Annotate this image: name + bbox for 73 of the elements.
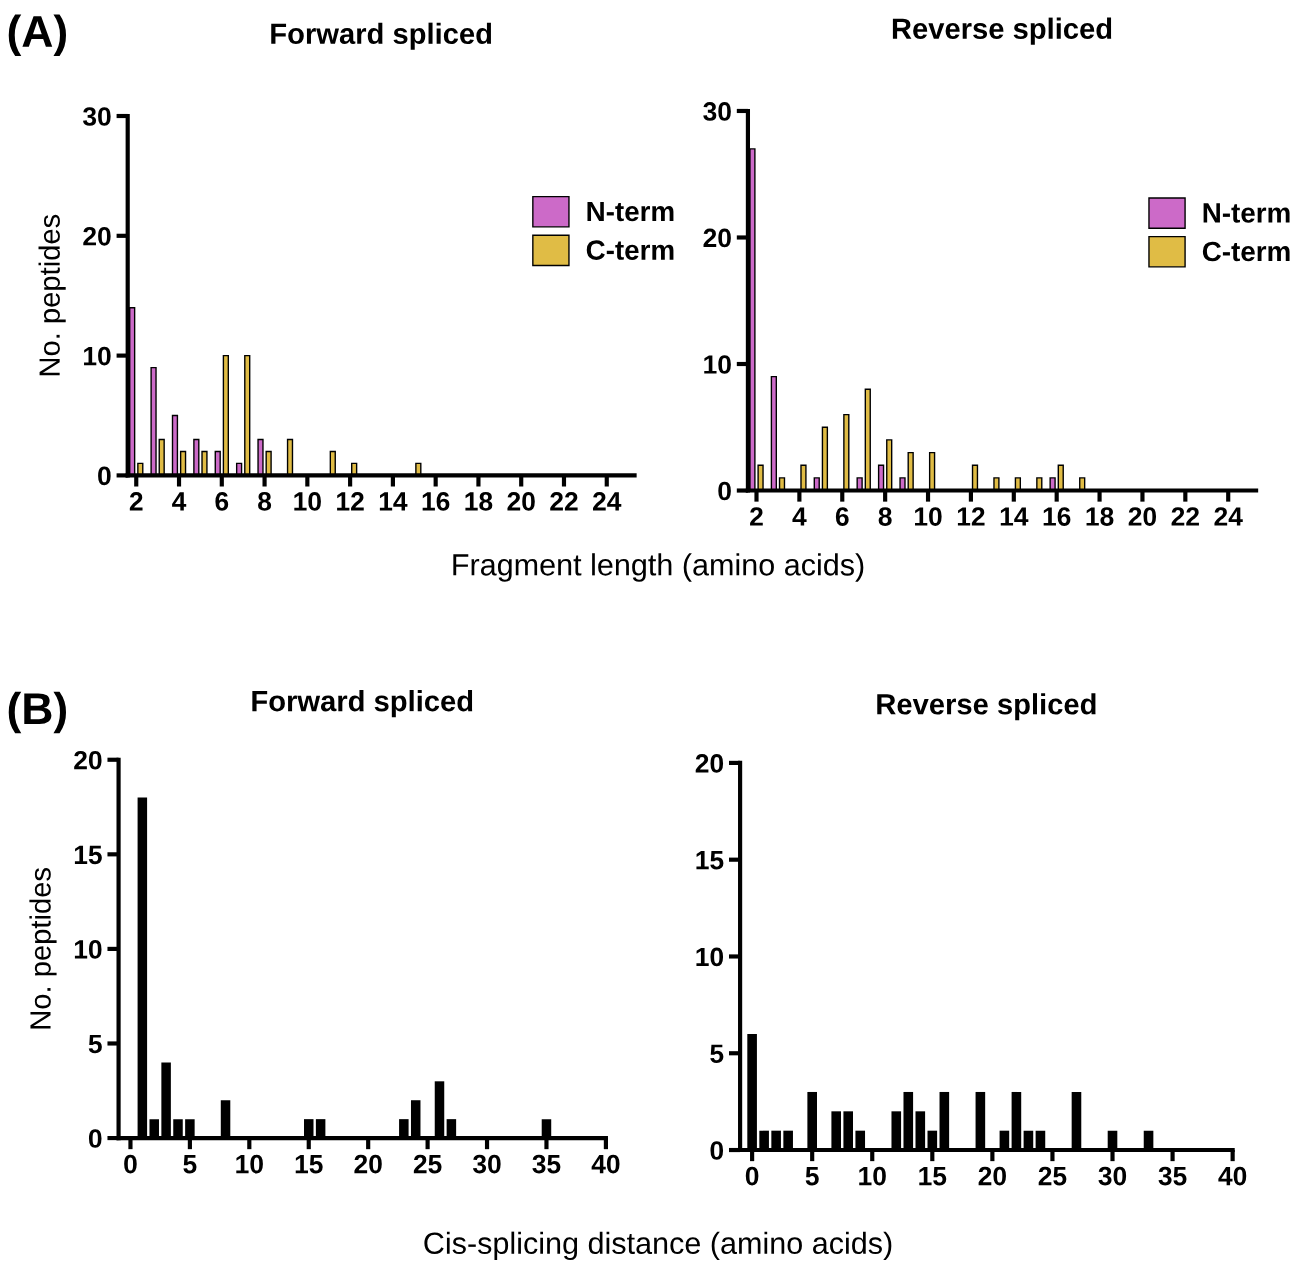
x-tick-label: 18	[465, 492, 493, 511]
x-tick-label: 35	[532, 1154, 561, 1174]
y-tick-label: 5	[88, 1034, 102, 1054]
x-tick-label: 5	[183, 1154, 197, 1174]
y-axis-title: No. peptides	[38, 214, 66, 376]
y-tick-label: 0	[710, 1141, 724, 1160]
x-tick-label: 35	[1158, 1166, 1187, 1186]
y-tick-label: 10	[74, 940, 102, 959]
x-tick-label: 10	[294, 492, 321, 511]
x-tick-label: 40	[1218, 1166, 1247, 1186]
x-tick-label: 10	[915, 507, 942, 526]
x-tick-label: 22	[1171, 507, 1199, 526]
y-tick-label: 20	[695, 754, 724, 773]
x-tick-label: 15	[295, 1154, 323, 1174]
x-tick-label: 25	[1038, 1166, 1067, 1186]
x-tick-label: 20	[354, 1154, 382, 1174]
x-tick-label: 20	[507, 492, 535, 511]
x-tick-label: 12	[957, 507, 985, 526]
legend-label: N-term	[587, 201, 674, 222]
y-tick-label: 10	[84, 346, 111, 366]
y-tick-label: 20	[74, 750, 102, 770]
x-tick-label: 10	[236, 1154, 263, 1174]
y-axis-title: No. peptides	[29, 868, 57, 1029]
y-tick-label: 0	[98, 466, 111, 486]
x-tick-label: 6	[215, 492, 229, 511]
x-tick-label: 25	[413, 1154, 442, 1174]
y-tick-label: 10	[704, 355, 731, 374]
x-tick-label: 2	[750, 507, 763, 526]
y-tick-label: 15	[74, 845, 102, 865]
y-tick-label: 0	[88, 1129, 102, 1148]
chart-title: Reverse spliced	[877, 693, 1096, 721]
x-tick-label: 0	[124, 1154, 137, 1174]
x-tick-label: 16	[422, 492, 450, 511]
x-tick-label: 0	[745, 1166, 759, 1186]
text: (B)	[8, 691, 66, 734]
y-tick-label: 10	[696, 947, 724, 967]
text: Cis-splicing distance (amino acids)	[424, 1231, 892, 1261]
x-tick-label: 14	[1000, 507, 1029, 526]
legend-label: N-term	[1203, 203, 1290, 223]
chart-title: Forward spliced	[252, 690, 473, 718]
x-tick-label: 18	[1086, 507, 1114, 526]
x-tick-label: 22	[550, 492, 578, 511]
chart-title: Forward spliced	[271, 22, 492, 50]
y-tick-label: 20	[83, 226, 111, 246]
y-tick-label: 30	[82, 107, 111, 126]
x-tick-label: 4	[172, 492, 187, 511]
x-tick-label: 2	[129, 492, 143, 511]
x-tick-label: 4	[792, 507, 807, 526]
x-tick-label: 10	[859, 1166, 886, 1186]
y-tick-label: 5	[710, 1044, 724, 1064]
x-tick-label: 5	[805, 1166, 819, 1186]
x-tick-label: 12	[337, 492, 364, 511]
x-tick-label: 14	[379, 492, 408, 511]
x-tick-label: 16	[1043, 507, 1071, 526]
text: Fragment length (amino acids)	[453, 553, 864, 582]
y-tick-label: 20	[703, 228, 731, 248]
x-tick-label: 40	[591, 1154, 620, 1174]
y-tick-label: 30	[703, 102, 731, 121]
x-tick-label: 8	[258, 492, 272, 511]
x-tick-label: 24	[1214, 507, 1243, 526]
text: (A)	[8, 14, 66, 57]
legend-label: C-term	[1202, 241, 1290, 262]
x-tick-label: 24	[593, 492, 622, 511]
x-tick-label: 6	[835, 507, 849, 526]
x-tick-label: 8	[878, 507, 892, 526]
x-tick-label: 20	[1128, 507, 1157, 526]
legend-label: C-term	[586, 240, 674, 260]
x-tick-label: 30	[1098, 1166, 1127, 1186]
chart-title: Reverse spliced	[892, 17, 1112, 45]
x-tick-label: 30	[472, 1154, 501, 1174]
x-tick-label: 20	[978, 1166, 1006, 1186]
x-tick-label: 15	[919, 1166, 947, 1186]
y-tick-label: 15	[696, 851, 724, 870]
